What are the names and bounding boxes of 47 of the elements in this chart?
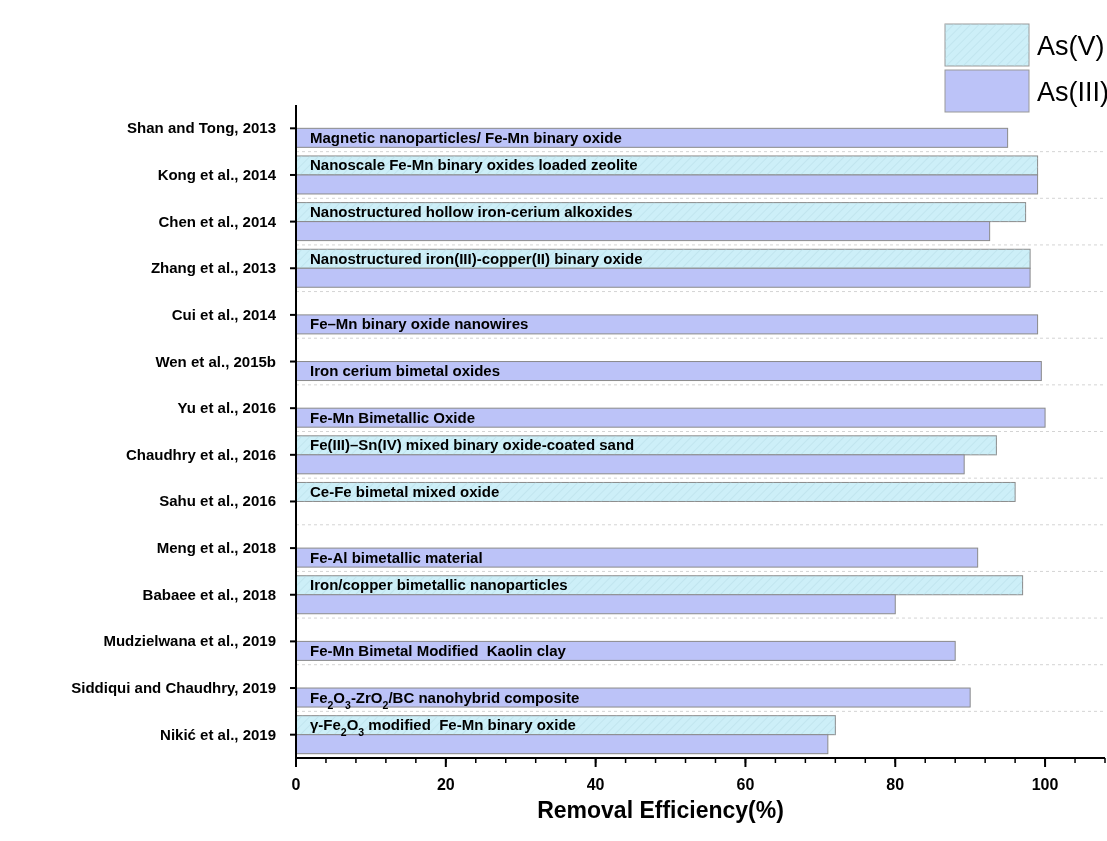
annotation: Iron cerium bimetal oxides	[310, 362, 501, 380]
x-axis-title: Removal Efficiency(%)	[537, 797, 784, 823]
y-tick-label: Yu et al., 2016	[177, 399, 276, 417]
annotation: Fe$_{2}$O$_{3}$-ZrO$_{2}$/BC nanohybrid composite	[310, 688, 580, 711]
bar	[295, 221, 991, 242]
y-tick-label: Chaudhry et al., 2016	[125, 445, 276, 463]
y-tick-label: Shan and Tong, 2013	[127, 119, 276, 137]
y-tick-label: Wen et al., 2015b	[155, 352, 276, 370]
annotation: Fe-Al bimetallic material	[310, 548, 483, 566]
bar	[295, 547, 979, 568]
legend-label: As(III)	[1037, 77, 1107, 107]
annotation: Fe-Mn Bimetallic Oxide	[310, 408, 476, 426]
bar	[295, 407, 1046, 428]
annotation: Fe-Mn Bimetal Modified Kaolin clay	[310, 641, 567, 659]
x-tick-label: 60	[736, 776, 755, 793]
y-tick-label: Sahu et al., 2016	[159, 492, 276, 510]
bar	[295, 454, 965, 475]
annotation: Nanoscale Fe-Mn binary oxides loaded zeolite	[310, 156, 638, 174]
y-tick-label: Zhang et al., 2013	[150, 259, 276, 277]
annotation: Fe–Mn binary oxide nanowires	[310, 315, 529, 333]
x-tick-label: 20	[436, 776, 455, 793]
legend-label: As(V)	[1037, 31, 1105, 61]
y-tick-label: Kong et al., 2014	[157, 165, 277, 183]
bar	[295, 734, 829, 755]
y-tick-label: Meng et al., 2018	[156, 539, 276, 557]
y-tick-label: Mudzielwana et al., 2019	[103, 632, 276, 650]
y-tick-label: Siddiqui and Chaudhry, 2019	[71, 679, 276, 697]
x-tick-label: 40	[586, 776, 605, 793]
bar	[295, 594, 896, 615]
annotation: Nanostructured hollow iron-cerium alkoxides	[310, 203, 633, 221]
x-tick-label: 0	[291, 776, 301, 793]
annotation: Magnetic nanoparticles/ Fe-Mn binary oxide	[310, 128, 622, 146]
annotation: Nanostructured iron(III)-copper(II) binary oxide	[310, 249, 643, 267]
annotation: γ-Fe$_{2}$O$_{3}$ modified Fe-Mn binary oxide	[310, 716, 576, 739]
bar	[295, 361, 1042, 382]
annotation: Ce-Fe bimetal mixed oxide	[310, 482, 500, 500]
y-tick-label: Chen et al., 2014	[158, 212, 277, 230]
y-tick-label: Nikić et al., 2019	[160, 725, 276, 743]
bar	[295, 687, 971, 708]
y-tick-label: Cui et al., 2014	[171, 305, 277, 323]
annotation: Iron/copper bimetallic nanoparticles	[310, 576, 568, 594]
bar	[295, 314, 1039, 335]
y-tick-label: Babaee et al., 2018	[142, 585, 276, 603]
annotation: Fe(III)–Sn(IV) mixed binary oxide-coated sand	[310, 436, 635, 454]
bar	[295, 174, 1039, 195]
x-tick-label: 100	[1031, 776, 1059, 793]
x-tick-label: 80	[886, 776, 905, 793]
